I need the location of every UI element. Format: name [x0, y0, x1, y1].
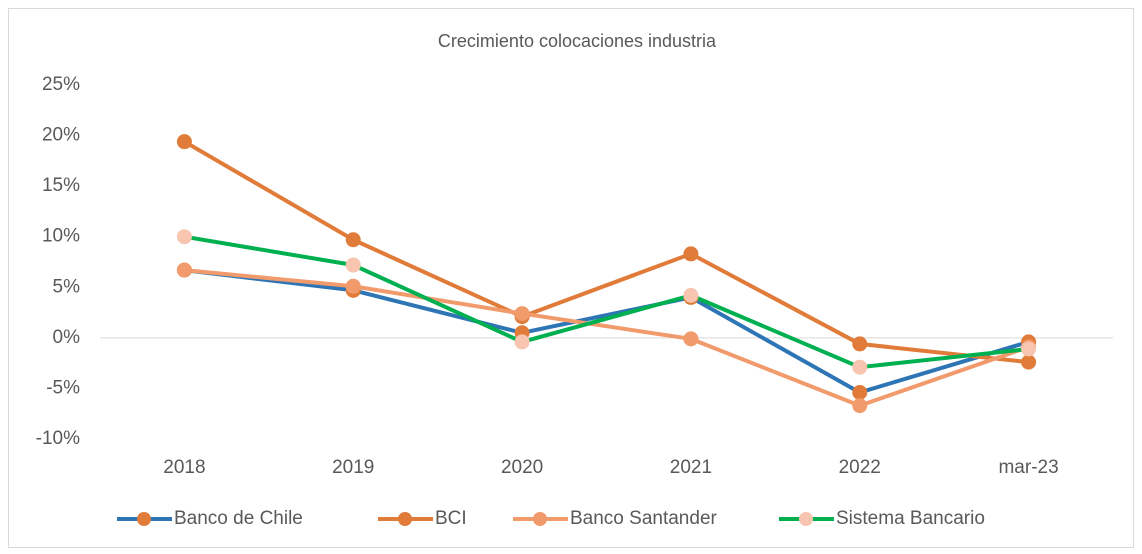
- series-marker: [345, 257, 361, 273]
- legend-marker: [533, 512, 547, 526]
- series-marker: [852, 359, 868, 375]
- y-tick-label: 25%: [42, 74, 80, 95]
- y-tick-label: -5%: [46, 377, 80, 398]
- x-tick-label: 2022: [839, 457, 881, 478]
- series-marker: [852, 384, 868, 400]
- series-line: [184, 268, 1030, 408]
- y-tick-label: -10%: [36, 428, 80, 449]
- legend-label: BCI: [435, 508, 467, 529]
- series-marker: [345, 232, 361, 248]
- series-line: [184, 234, 1029, 370]
- series-marker: [683, 287, 699, 303]
- series-marker: [1021, 341, 1037, 357]
- y-tick-label: 20%: [42, 125, 80, 146]
- legend-marker: [799, 512, 813, 526]
- x-tick-label: mar-23: [998, 457, 1058, 478]
- x-tick-label: 2021: [670, 457, 712, 478]
- series-marker: [176, 229, 192, 245]
- series-line: [184, 268, 1030, 395]
- series-marker: [683, 331, 699, 347]
- legend-marker: [137, 512, 151, 526]
- x-tick-label: 2019: [332, 457, 374, 478]
- y-tick-label: 10%: [42, 226, 80, 247]
- series-marker: [1021, 354, 1037, 370]
- y-tick-label: 15%: [42, 175, 80, 196]
- y-tick-label: 5%: [53, 276, 81, 297]
- series-marker: [852, 398, 868, 414]
- x-tick-label: 2018: [163, 457, 205, 478]
- legend-label: Banco Santander: [570, 508, 718, 529]
- legend-label: Sistema Bancario: [836, 508, 985, 529]
- series-marker: [514, 334, 530, 350]
- series-marker: [345, 278, 361, 294]
- series-marker: [683, 246, 699, 262]
- legend-label: Banco de Chile: [174, 508, 303, 529]
- series-marker: [176, 262, 192, 278]
- legend-marker: [398, 512, 412, 526]
- series-marker: [514, 306, 530, 322]
- y-tick-label: 0%: [53, 327, 81, 348]
- series-marker: [852, 336, 868, 352]
- x-tick-label: 2020: [501, 457, 543, 478]
- chart-border: [8, 8, 1134, 548]
- chart-title: Crecimiento colocaciones industria: [438, 31, 717, 51]
- series-line: [183, 139, 1029, 365]
- series-marker: [176, 134, 192, 150]
